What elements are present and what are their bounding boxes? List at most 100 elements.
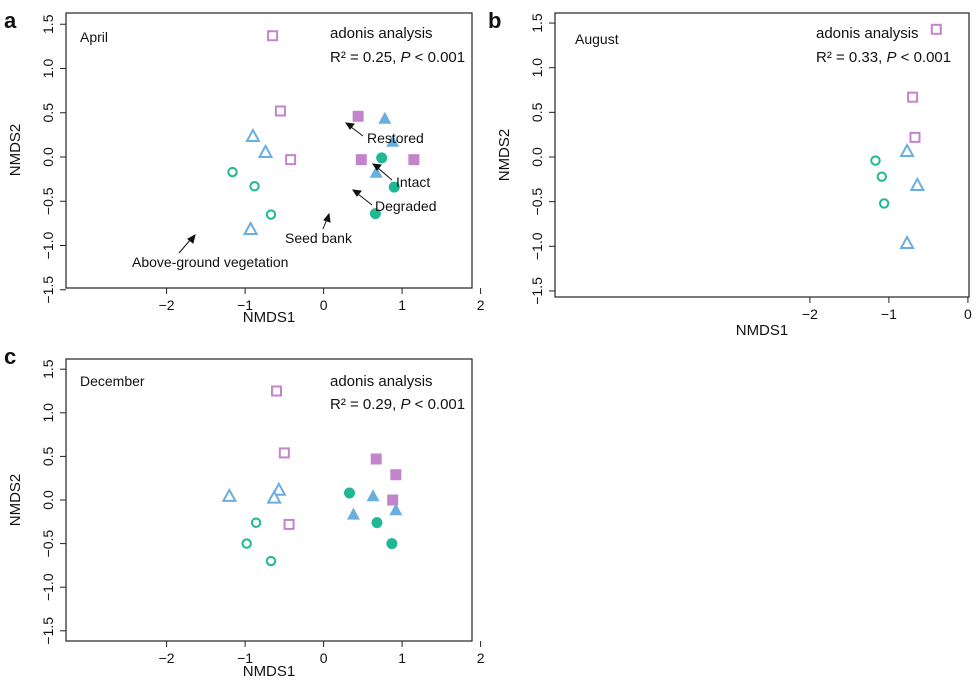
point-seed-bank-circle-filled: [344, 487, 356, 499]
y-tick-label: 0.5: [40, 103, 56, 123]
point-restored-triangle-filled: [378, 111, 392, 124]
point-intact-square-open: [274, 105, 286, 117]
x-axis-title: NMDS1: [736, 322, 789, 339]
panel-letter-c: c: [4, 344, 16, 369]
x-tick-label: 1: [398, 297, 406, 313]
arrow-restored: [350, 126, 364, 137]
arrow-degraded: [357, 193, 373, 206]
y-tick-label: −1.0: [529, 232, 545, 260]
month-label: April: [80, 29, 108, 45]
y-tick-label: −1.5: [40, 276, 56, 304]
point-restored-triangle-open: [899, 142, 915, 158]
y-axis-title: NMDS2: [496, 129, 513, 182]
point-intact-square-filled: [355, 154, 367, 166]
point-intact-square-filled: [352, 110, 364, 122]
p-symbol: P: [886, 49, 896, 66]
y-tick-label: 1.5: [529, 13, 545, 33]
y-tick-label: 0.0: [40, 147, 56, 167]
panel-a: a April adonis analysis R² = 0.25, P < 0…: [4, 8, 485, 326]
stats-line: R² = 0.29, P < 0.001: [330, 396, 465, 413]
annotations: Restored Intact Degraded Seed bank Above…: [132, 122, 437, 270]
r2-text: R² = 0.29,: [330, 396, 400, 413]
point-restored-triangle-filled: [369, 165, 383, 178]
arrowhead-restored: [344, 122, 355, 130]
point-seed-bank-circle-open: [249, 181, 260, 192]
plot-frame: [554, 12, 970, 298]
stats-title: adonis analysis: [330, 25, 433, 42]
point-seed-bank-circle-filled: [388, 181, 400, 193]
panel-c: c December adonis analysis R² = 0.29, P …: [4, 344, 485, 680]
x-tick-label: 2: [477, 650, 485, 666]
y-axis-title: NMDS2: [7, 474, 24, 527]
y-tick-label: −1.5: [529, 277, 545, 305]
point-intact-square-open: [285, 154, 297, 166]
x-tick-label: −1: [237, 650, 253, 666]
data-points: [870, 23, 942, 250]
y-axis-title: NMDS2: [7, 124, 24, 177]
panel-b: b August adonis analysis R² = 0.33, P < …: [488, 8, 972, 339]
point-restored-triangle-filled: [346, 507, 360, 520]
point-intact-square-filled: [408, 154, 420, 166]
point-seed-bank-circle-filled: [376, 152, 388, 164]
y-tick-label: −1.5: [40, 617, 56, 645]
x-tick-label: 2: [477, 297, 485, 313]
point-restored-triangle-open: [221, 487, 238, 502]
y-tick-label: 1.0: [40, 403, 56, 423]
point-seed-bank-circle-open: [250, 517, 262, 528]
point-restored-triangle-filled: [366, 489, 380, 502]
x-tick-label: −2: [159, 650, 175, 666]
point-seed-bank-circle-filled: [369, 208, 381, 220]
point-intact-square-filled: [390, 469, 402, 481]
x-tick-label: 0: [964, 306, 972, 322]
point-seed-bank-circle-open: [227, 166, 238, 178]
x-axis-title: NMDS1: [243, 309, 296, 326]
annotation-degraded: Degraded: [375, 198, 437, 214]
x-tick-label: −2: [159, 297, 175, 313]
arrow-above-ground: [178, 238, 192, 254]
x-tick-label: −2: [802, 306, 818, 322]
x-tick-label: 0: [320, 650, 328, 666]
r2-text: R² = 0.25,: [330, 49, 400, 66]
y-tick-label: 0.0: [529, 147, 545, 167]
point-restored-triangle-open: [899, 234, 915, 250]
point-intact-square-open: [271, 385, 282, 397]
stats-line: R² = 0.25, P < 0.001: [330, 49, 465, 66]
y-tick-label: 1.5: [40, 14, 56, 34]
y-tick-label: 1.0: [529, 58, 545, 78]
point-restored-triangle-open: [245, 127, 261, 143]
point-intact-square-open: [278, 447, 290, 459]
point-restored-triangle-open: [909, 176, 926, 191]
y-tick-label: 0.5: [529, 102, 545, 122]
p-value: < 0.001: [896, 49, 951, 66]
point-restored-triangle-filled: [389, 503, 403, 516]
stats-title: adonis analysis: [330, 373, 433, 390]
point-seed-bank-circle-filled: [386, 538, 398, 550]
p-value: < 0.001: [410, 49, 465, 66]
point-restored-triangle-open: [271, 481, 287, 496]
point-intact-square-open: [907, 91, 919, 103]
point-intact-square-open: [909, 131, 921, 143]
y-tick-label: 1.0: [40, 59, 56, 79]
month-label: August: [575, 31, 619, 47]
p-symbol: P: [400, 396, 410, 413]
annotation-seed-bank: Seed bank: [285, 230, 353, 246]
y-tick-label: −1.0: [40, 231, 56, 259]
stats-title: adonis analysis: [816, 25, 919, 42]
point-intact-square-open: [283, 518, 295, 530]
x-tick-label: −1: [237, 297, 253, 313]
y-tick-label: 0.0: [40, 490, 56, 510]
point-seed-bank-circle-open: [876, 171, 887, 182]
plot-frame: [65, 12, 473, 289]
point-seed-bank-circle-open: [265, 555, 277, 567]
arrowhead-degraded: [351, 189, 362, 197]
p-value: < 0.001: [410, 396, 465, 413]
annotation-above-ground: Above-ground vegetation: [132, 254, 288, 270]
point-restored-triangle-open: [242, 220, 259, 235]
panel-letter-b: b: [488, 8, 501, 33]
x-axis-title: NMDS1: [243, 663, 296, 680]
y-tick-label: −0.5: [40, 187, 56, 215]
y-tick-label: −1.0: [40, 573, 56, 601]
